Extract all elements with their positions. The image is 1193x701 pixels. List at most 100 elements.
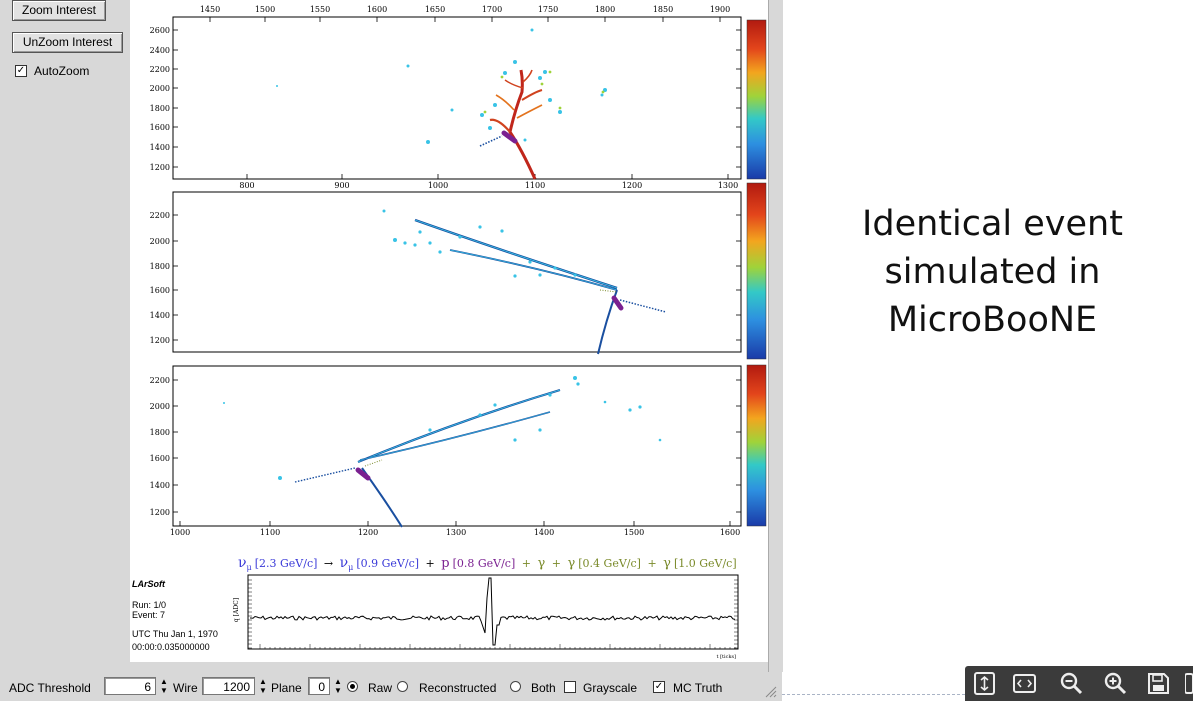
view2-y-tick-label: 1800 (150, 262, 170, 271)
viewer-toolbar (965, 666, 1193, 701)
raw-label: Raw (368, 681, 393, 695)
more-icon[interactable] (1185, 670, 1193, 697)
adc-threshold-label: ADC Threshold (9, 681, 91, 695)
plane-input[interactable]: 0 (308, 677, 330, 695)
utc-label: UTC Thu Jan 1, 1970 (132, 629, 218, 639)
plane-label: Plane (271, 681, 302, 695)
autozoom-check-box[interactable]: ✓ (15, 65, 27, 77)
window-right-edge (768, 0, 783, 672)
view1-x-tick-label: 1850 (653, 5, 673, 14)
view2-x-tick-label: 1300 (718, 181, 738, 190)
view2-y-tick-label: 2000 (150, 237, 170, 246)
view3-y-tick-label: 1800 (150, 428, 170, 437)
view1-y-tick-label: 2400 (150, 46, 170, 55)
view2-x-tick-label: 1000 (428, 181, 448, 190)
view2-x-tick-label: 1200 (622, 181, 642, 190)
view3-track-hits (223, 376, 662, 528)
left-control-panel: Zoom Interest UnZoom Interest ✓ AutoZoom (0, 0, 130, 672)
view1-x-tick-label: 1700 (482, 5, 502, 14)
event-display-window: Zoom Interest UnZoom Interest ✓ AutoZoom (0, 0, 783, 701)
view3-y-tick-label: 1600 (150, 454, 170, 463)
view3-color-scale (746, 364, 767, 527)
software-label: LArSoft (132, 579, 166, 589)
view2-track-hits (382, 209, 667, 355)
view3-x-tick-label: 1100 (260, 528, 280, 537)
fit-page-icon[interactable] (971, 670, 998, 697)
view1-x-tick-label: 1750 (538, 5, 558, 14)
view3-y-tick-label: 2200 (150, 376, 170, 385)
view3-y-tick-label: 1400 (150, 481, 170, 490)
run-label: Run: 1/0 (132, 600, 166, 610)
wire-input[interactable]: 1200 (202, 677, 255, 695)
slide-caption-line-1: Identical event (862, 204, 1123, 244)
divider-line (782, 694, 965, 695)
view1-y-tick-label: 2200 (150, 65, 170, 74)
bottom-control-bar: ADC Threshold 6 ▲ ▼ Wire 1200 ▲ ▼ Plane 0 … (0, 672, 782, 701)
zoom-interest-button[interactable]: Zoom Interest (12, 0, 106, 21)
view2-x-tick-label: 900 (334, 181, 349, 190)
view1-y-tick-label: 1600 (150, 123, 170, 132)
view1-y-tick-label: 2600 (150, 26, 170, 35)
view3-y-tick-label: 1200 (150, 508, 170, 517)
view3-x-tick-label: 1400 (534, 528, 554, 537)
view1-y-tick-label: 1800 (150, 104, 170, 113)
waveform-trace (250, 577, 736, 646)
mc-truth-checkbox[interactable]: ✓ (653, 681, 665, 693)
view1-x-tick-label: 1800 (595, 5, 615, 14)
zoom-out-icon[interactable] (1058, 670, 1085, 697)
autozoom-checkbox[interactable]: ✓ AutoZoom (15, 64, 89, 78)
view2-y-tick-label: 2200 (150, 211, 170, 220)
view3-x-tick-label: 1000 (170, 528, 190, 537)
plane-spinner[interactable]: ▲ ▼ (334, 677, 342, 695)
view1-color-scale (746, 19, 767, 180)
slide-caption: Identical event simulated in MicroBooNE (800, 200, 1185, 344)
wire-label: Wire (173, 681, 198, 695)
autozoom-label: AutoZoom (34, 64, 90, 78)
grayscale-checkbox[interactable] (564, 681, 576, 693)
view1-frame[interactable] (172, 16, 742, 180)
view3-x-tick-label: 1600 (720, 528, 740, 537)
view3-x-tick-label: 1500 (624, 528, 644, 537)
view2-y-tick-label: 1400 (150, 311, 170, 320)
slide-caption-line-3: MicroBooNE (887, 300, 1098, 340)
waveform-xlabel: t [ticks] (716, 654, 736, 660)
view2-x-tick-label: 1100 (525, 181, 545, 190)
view2-y-tick-label: 1600 (150, 286, 170, 295)
view1-x-tick-label: 1550 (310, 5, 330, 14)
view3-frame[interactable] (172, 365, 742, 527)
plots-svg: 1450 1500 1550 1600 1650 1700 1750 1800 1850 1900… (132, 5, 767, 660)
time-label: 00:00:0.035000000 (132, 642, 210, 652)
view3-x-tick-label: 1300 (446, 528, 466, 537)
view1-x-tick-label: 1900 (710, 5, 730, 14)
waveform-ylabel: q [ADC] (233, 598, 240, 622)
truth-summary: νμ [2.3 GeV/c] → νμ [0.9 GeV/c] + p [0.8 Ge… (238, 555, 737, 572)
raw-radio-secondary[interactable] (397, 681, 408, 692)
zoom-in-icon[interactable] (1102, 670, 1129, 697)
adc-threshold-input[interactable]: 6 (104, 677, 156, 695)
unzoom-interest-button[interactable]: UnZoom Interest (12, 32, 123, 53)
view1-x-tick-label: 1600 (367, 5, 387, 14)
grayscale-label: Grayscale (583, 681, 638, 695)
view2-x-tick-label: 800 (239, 181, 254, 190)
view2-frame[interactable] (172, 191, 742, 353)
reconstructed-radio[interactable] (510, 681, 521, 692)
view3-x-tick-label: 1200 (358, 528, 378, 537)
wire-spinner[interactable]: ▲ ▼ (259, 677, 267, 695)
view2-y-tick-label: 1200 (150, 336, 170, 345)
unzoom-interest-label: UnZoom Interest (22, 35, 113, 49)
view2-color-scale (746, 182, 767, 360)
save-icon[interactable] (1145, 670, 1172, 697)
event-display-canvas[interactable]: 1450 1500 1550 1600 1650 1700 1750 1800 1850 1900… (130, 0, 768, 662)
view1-y-tick-label: 1400 (150, 143, 170, 152)
view1-x-tick-label: 1450 (200, 5, 220, 14)
mc-truth-label: MC Truth (673, 681, 723, 695)
view1-y-tick-label: 2000 (150, 84, 170, 93)
view3-y-tick-label: 2000 (150, 402, 170, 411)
fit-width-icon[interactable] (1011, 670, 1038, 697)
view1-x-tick-label: 1650 (425, 5, 445, 14)
raw-radio[interactable] (347, 681, 358, 692)
waveform-ticks (248, 579, 738, 649)
resize-grip-icon[interactable] (763, 684, 777, 698)
view1-shower-hits (276, 28, 607, 180)
adc-threshold-spinner[interactable]: ▲ ▼ (160, 677, 168, 695)
